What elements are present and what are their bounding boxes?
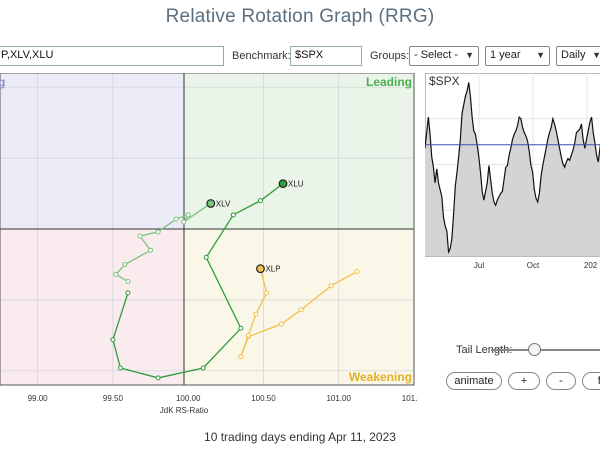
series-label-xlu: XLU [288,180,304,189]
benchmark-line [425,82,600,255]
series-label-xlp: XLP [265,265,280,274]
tail-point-xlp [253,311,259,317]
tail-point-xlp [245,332,251,338]
benchmark-input[interactable]: $SPX [290,46,362,66]
tail-length-slider-track[interactable] [491,349,600,351]
quadrant-improving [0,73,184,229]
benchmark-area [425,82,600,256]
x-axis-label: JdK RS-Ratio [160,406,209,415]
x-tick-label: 100.50 [251,394,276,403]
tail-point-xlu [203,254,209,260]
tail-point-xlu [155,375,161,381]
tail-point-xlv [148,247,154,253]
tail-point-xlu [200,365,206,371]
tail-point-xlv [155,229,161,235]
groups-label: Groups: [370,50,410,62]
series-label-xlv: XLV [216,199,231,208]
groups-select-value: - Select - [414,49,459,61]
footer-caption: 10 trading days ending Apr 11, 2023 [204,430,396,444]
head-point-xlp[interactable] [256,264,265,274]
quadrant-lagging [0,229,184,385]
tail-point-xlu [238,325,244,331]
x-tick-label: 100.00 [176,394,201,403]
frequency-select-value: Daily [561,49,586,61]
tail-point-xlu [230,212,236,218]
frequency-select[interactable]: Daily ▼ [556,46,600,66]
benchmark-x-tick-label: 202 [584,261,598,270]
period-select-value: 1 year [490,49,521,61]
zoom-out-button[interactable]: - [546,372,576,390]
tail-point-xlu [117,365,123,371]
plot-border [0,73,415,386]
tail-length-slider-handle[interactable] [528,343,541,356]
period-select[interactable]: 1 year ▼ [485,46,550,66]
tail-point-xlp [279,321,285,327]
tail-line-xlp [240,268,358,357]
tail-point-xlu [110,337,116,343]
chevron-down-icon: ▼ [536,50,545,60]
tail-point-xlv [113,271,119,277]
tail-point-xlu [257,198,263,204]
benchmark-chart: $SPX Jul Oct 202 [425,73,600,270]
tail-point-xlp [328,283,334,289]
tail-point-xlv [181,219,187,225]
tail-point-xlv [137,233,143,239]
tail-point-xlp [298,307,304,313]
tail-point-xlp [263,290,269,296]
head-point-xlv[interactable] [206,199,216,208]
fit-button[interactable]: fit [582,372,600,390]
benchmark-label: Benchmark: [232,50,291,62]
rrg-chart[interactable]: g Leading Weakening XLU XLV XLP 99.00 99.50… [0,73,418,418]
benchmark-x-tick-label: Jul [474,261,484,270]
tail-length-label: Tail Length: [456,344,513,356]
chevron-down-icon: ▼ [465,50,474,60]
head-point-xlu[interactable] [278,179,288,189]
animate-button[interactable]: animate [446,372,502,390]
tail-line-xlv [114,202,212,283]
x-tick-label: 101.00 [326,394,351,403]
chevron-down-icon: ▼ [592,50,600,60]
tail-point-xlv [125,278,131,284]
tail-point-xlv [185,212,191,218]
quadrant-label-leading: Leading [366,75,412,89]
x-tick-label: 99.50 [103,394,124,403]
tail-point-xlp [354,269,360,275]
zoom-in-button[interactable]: + [508,372,540,390]
x-tick-label: 99.00 [28,394,49,403]
groups-select[interactable]: - Select - ▼ [409,46,479,66]
quadrant-weakening [184,229,414,385]
quadrant-label-lagging: g [0,75,5,89]
tail-point-xlu [125,290,131,296]
quadrant-leading [184,73,414,229]
quadrant-label-weakening: Weakening [349,370,412,384]
benchmark-chart-label: $SPX [429,74,460,88]
tail-point-xlv [173,216,179,222]
tail-point-xlp [238,354,244,360]
tail-point-xlv [122,261,128,267]
page-title: Relative Rotation Graph (RRG) [165,6,435,27]
x-tick-label: 101.50 [402,394,418,403]
benchmark-x-tick-label: Oct [527,261,540,270]
tail-line-xlu [112,183,284,379]
symbols-input[interactable]: P,XLV,XLU [0,46,224,66]
